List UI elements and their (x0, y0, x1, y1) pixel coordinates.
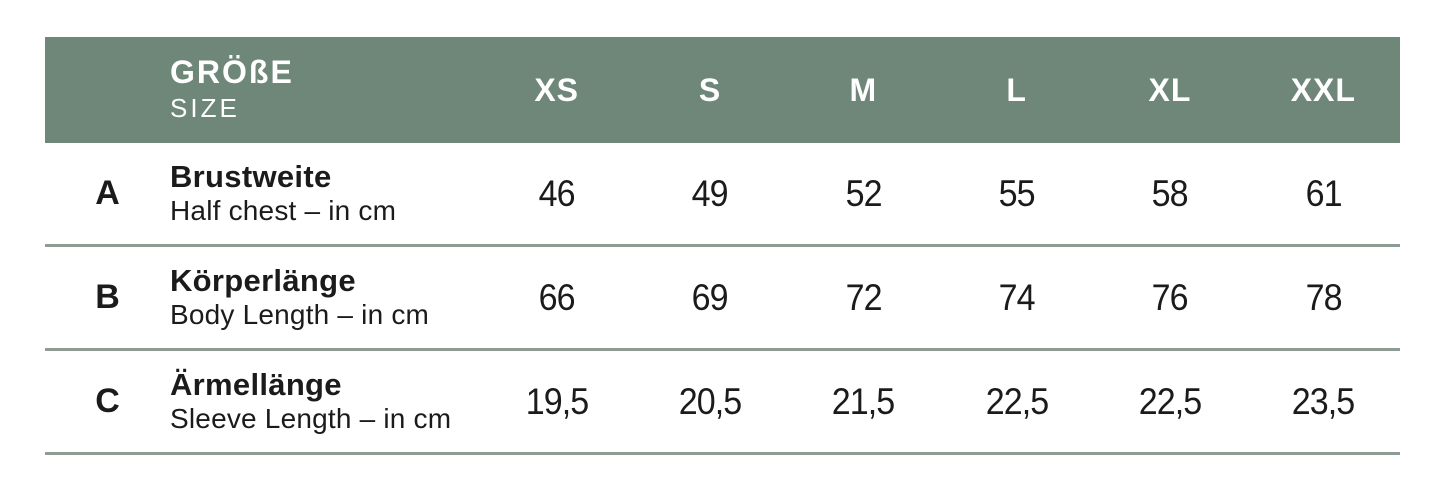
row-label-de: Brustweite (170, 158, 332, 194)
row-label-sleeve-length: Ärmellänge Sleeve Length – in cm (170, 366, 480, 435)
column-header-s: S (698, 71, 722, 108)
column-header-m: M (849, 71, 878, 108)
cell-body-xxl: 78 (1247, 277, 1400, 319)
cell-sleeve-l: 22,5 (940, 381, 1093, 423)
value-text: 22,5 (1138, 380, 1202, 422)
table-row-chest: A Brustweite Half chest – in cm 46 49 52… (45, 143, 1400, 247)
row-label-de: Ärmellänge (170, 366, 342, 402)
cell-chest-l: 55 (940, 173, 1093, 215)
cell-sleeve-xs: 19,5 (480, 381, 633, 423)
cell-chest-m: 52 (787, 173, 940, 215)
header-title-en: SIZE (170, 92, 240, 123)
value-text: 72 (845, 276, 882, 318)
cell-chest-xl: 58 (1093, 173, 1246, 215)
value-text: 20,5 (678, 380, 742, 422)
cell-sleeve-xl: 22,5 (1093, 381, 1246, 423)
value-text: 19,5 (525, 380, 588, 422)
cell-sleeve-xxl: 23,5 (1247, 381, 1400, 423)
value-text: 66 (538, 276, 576, 318)
header-title-block: GRÖßE SIZE (170, 56, 480, 124)
value-text: 46 (538, 172, 576, 214)
value-text: 55 (998, 172, 1036, 214)
value-text: 69 (691, 276, 729, 318)
cell-chest-xxl: 61 (1247, 173, 1400, 215)
value-text: 58 (1151, 172, 1189, 214)
cell-body-m: 72 (787, 277, 940, 319)
value-text: 23,5 (1292, 380, 1355, 422)
table-row-sleeve-length: C Ärmellänge Sleeve Length – in cm 19,5 … (45, 351, 1400, 455)
value-text: 74 (998, 276, 1036, 318)
cell-chest-s: 49 (633, 173, 786, 215)
cell-body-l: 74 (940, 277, 1093, 319)
value-text: 49 (691, 172, 729, 214)
row-label-body-length: Körperlänge Body Length – in cm (170, 262, 480, 331)
table-row-body-length: B Körperlänge Body Length – in cm 66 69 … (45, 247, 1400, 351)
value-text: 76 (1151, 276, 1189, 318)
row-label-en: Body Length – in cm (170, 299, 430, 331)
row-label-en: Half chest – in cm (170, 195, 397, 227)
row-letter-a: A (95, 174, 120, 212)
cell-chest-xs: 46 (480, 173, 633, 215)
cell-body-s: 69 (633, 277, 786, 319)
row-letter-b: B (95, 278, 120, 316)
row-label-chest: Brustweite Half chest – in cm (170, 158, 480, 227)
column-header-xl: XL (1148, 71, 1192, 108)
column-header-xs: XS (534, 71, 579, 108)
cell-body-xl: 76 (1093, 277, 1246, 319)
value-text: 52 (845, 172, 882, 214)
cell-sleeve-s: 20,5 (633, 381, 786, 423)
value-text: 61 (1305, 172, 1342, 214)
header-title-de: GRÖßE (170, 54, 294, 91)
size-table: GRÖßE SIZE XS S M L XL XXL A Brustweite … (45, 37, 1400, 455)
column-header-l: L (1006, 71, 1027, 108)
table-header-row: GRÖßE SIZE XS S M L XL XXL (45, 37, 1400, 143)
cell-sleeve-m: 21,5 (787, 381, 940, 423)
value-text: 78 (1305, 276, 1342, 318)
column-header-xxl: XXL (1290, 71, 1356, 108)
row-label-de: Körperlänge (170, 262, 356, 298)
row-label-en: Sleeve Length – in cm (170, 403, 452, 435)
value-text: 21,5 (832, 380, 895, 422)
row-letter-c: C (95, 382, 120, 420)
cell-body-xs: 66 (480, 277, 633, 319)
value-text: 22,5 (985, 380, 1048, 422)
